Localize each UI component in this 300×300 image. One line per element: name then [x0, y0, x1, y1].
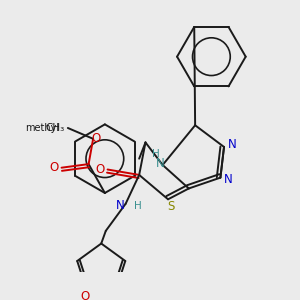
Text: S: S [167, 200, 175, 213]
Text: N: N [116, 199, 124, 212]
Text: H: H [152, 149, 159, 159]
Text: methyl: methyl [25, 123, 59, 133]
Text: CH₃: CH₃ [45, 123, 64, 133]
Text: O: O [50, 161, 59, 174]
Text: H: H [134, 201, 142, 211]
Text: N: N [224, 173, 233, 186]
Text: N: N [228, 138, 236, 151]
Text: N: N [156, 157, 164, 170]
Text: O: O [80, 290, 89, 300]
Text: O: O [91, 132, 101, 145]
Text: O: O [96, 163, 105, 176]
